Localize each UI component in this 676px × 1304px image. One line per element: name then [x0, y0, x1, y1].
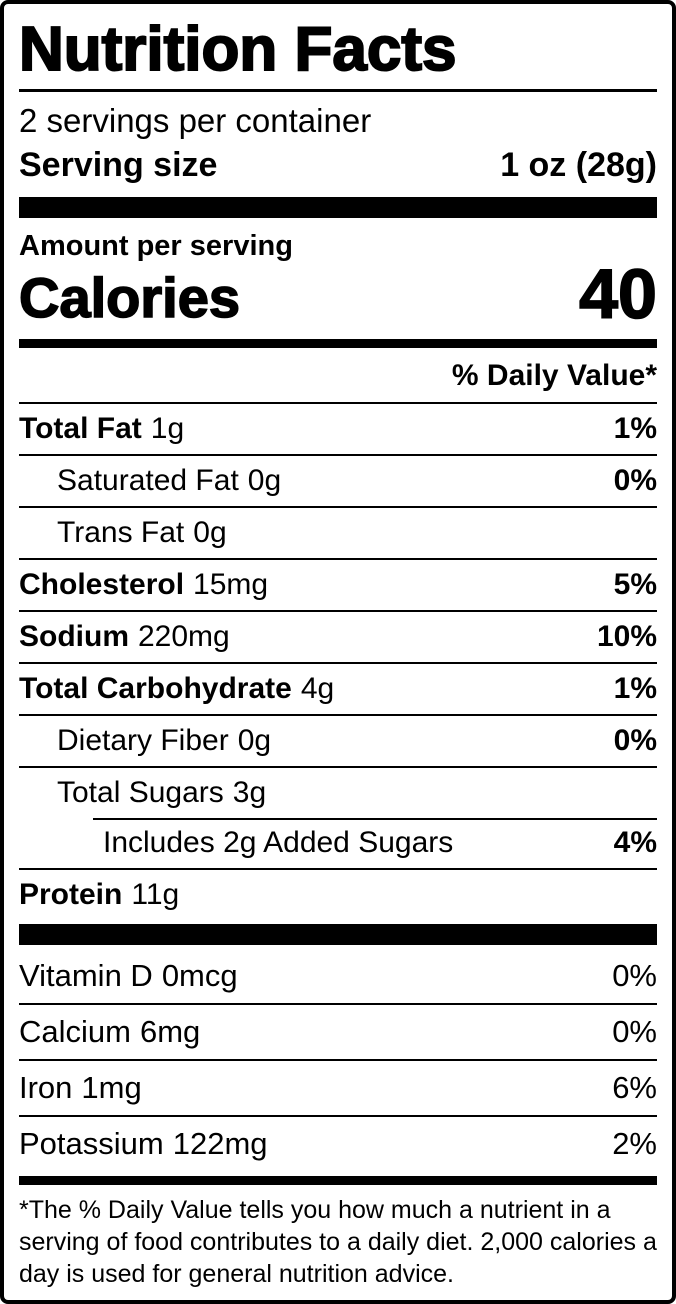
nutrient-row-sodium: Sodium 220mg 10% [19, 609, 657, 662]
vitamin-amount: 1mg [81, 1069, 142, 1105]
nutrient-row-added-sugars: Includes 2g Added Sugars 4% [19, 817, 657, 868]
vitamin-amount: 6mg [139, 1013, 201, 1049]
vitamin-daily-value: 6% [612, 1069, 657, 1105]
nutrient-daily-value: 5% [613, 567, 657, 601]
nutrient-rows: Total Fat 1g 1% Saturated Fat 0g 0% Tran… [19, 401, 657, 920]
nutrient-daily-value: 10% [596, 619, 657, 653]
nutrient-name: Total Carbohydrate [19, 671, 292, 705]
nutrient-daily-value: 0% [613, 463, 657, 497]
calories-divider-bar [19, 339, 657, 348]
nutrient-amount: 3g [232, 775, 267, 809]
serving-size-value: 1 oz (28g) [500, 146, 657, 185]
nutrient-row-saturated-fat: Saturated Fat 0g 0% [19, 453, 657, 506]
footnote-divider-bar [19, 1175, 657, 1185]
nutrient-name: Dietary Fiber [57, 723, 229, 757]
serving-size-row: Serving size 1 oz (28g) [19, 142, 657, 193]
nutrient-amount: 0g [237, 723, 272, 757]
vitamin-daily-value: 0% [612, 1013, 657, 1049]
nutrient-name: Saturated Fat [57, 463, 239, 497]
nutrient-name: Includes 2g Added Sugars [103, 825, 454, 859]
nutrient-daily-value: 1% [613, 671, 657, 705]
calories-label: Calories [18, 266, 241, 330]
nutrient-amount: 0g [247, 463, 282, 497]
nutrient-row-cholesterol: Cholesterol 15mg 5% [19, 557, 657, 610]
vitamin-rows: Vitamin D 0mcg 0% Calcium 6mg 0% Iron 1m… [19, 949, 657, 1171]
section-divider-bar [19, 197, 657, 219]
vitamin-name: Calcium [19, 1013, 131, 1049]
vitamin-daily-value: 0% [612, 957, 657, 993]
nutrient-name: Trans Fat [57, 515, 185, 549]
servings-per-container: 2 servings per container [19, 102, 372, 140]
nutrient-name: Total Fat [19, 411, 142, 445]
nutrient-amount: 220mg [138, 619, 230, 653]
nutrient-amount: 11g [131, 877, 180, 911]
vitamin-row-vitamin-d: Vitamin D 0mcg 0% [19, 949, 657, 1003]
nutrient-row-trans-fat: Trans Fat 0g [19, 505, 657, 558]
nutrient-amount: 4g [300, 671, 335, 705]
daily-value-header: % Daily Value* [451, 358, 657, 392]
vitamin-amount: 122mg [172, 1125, 268, 1161]
nutrient-amount: 0g [193, 515, 227, 549]
nutrient-amount: 1g [150, 411, 185, 445]
nutrient-row-total-carbohydrate: Total Carbohydrate 4g 1% [19, 661, 657, 714]
vitamin-row-iron: Iron 1mg 6% [19, 1058, 657, 1115]
vitamin-name: Vitamin D [19, 957, 153, 993]
nutrient-amount: 15mg [193, 567, 269, 601]
amount-per-serving-label: Amount per serving [19, 230, 293, 263]
vitamin-amount: 0mcg [161, 957, 238, 993]
nutrient-daily-value: 4% [613, 825, 657, 859]
vitamin-name: Potassium [19, 1125, 164, 1161]
vitamin-name: Iron [19, 1069, 73, 1105]
nutrient-name: Total Sugars [57, 775, 224, 809]
title-divider [19, 89, 657, 93]
nutrient-row-protein: Protein 11g [19, 867, 657, 920]
daily-value-footnote: *The % Daily Value tells you how much a … [19, 1195, 657, 1288]
nutrient-row-total-fat: Total Fat 1g 1% [19, 401, 657, 454]
serving-size-label: Serving size [19, 146, 218, 185]
vitamins-divider-bar [19, 923, 657, 945]
label-title: Nutrition Facts [18, 14, 457, 85]
nutrient-row-dietary-fiber: Dietary Fiber 0g 0% [19, 713, 657, 766]
nutrient-row-total-sugars: Total Sugars 3g [19, 765, 657, 818]
nutrient-daily-value: 0% [613, 723, 657, 757]
calories-row: Calories 40 [18, 255, 658, 334]
nutrient-name: Sodium [19, 619, 129, 653]
nutrient-daily-value: 1% [613, 411, 657, 445]
calories-value: 40 [578, 255, 657, 334]
vitamin-daily-value: 2% [612, 1125, 657, 1161]
vitamin-row-potassium: Potassium 122mg 2% [19, 1114, 657, 1171]
nutrient-name: Cholesterol [19, 567, 185, 601]
nutrient-name: Protein [19, 877, 123, 911]
vitamin-row-calcium: Calcium 6mg 0% [19, 1002, 657, 1059]
